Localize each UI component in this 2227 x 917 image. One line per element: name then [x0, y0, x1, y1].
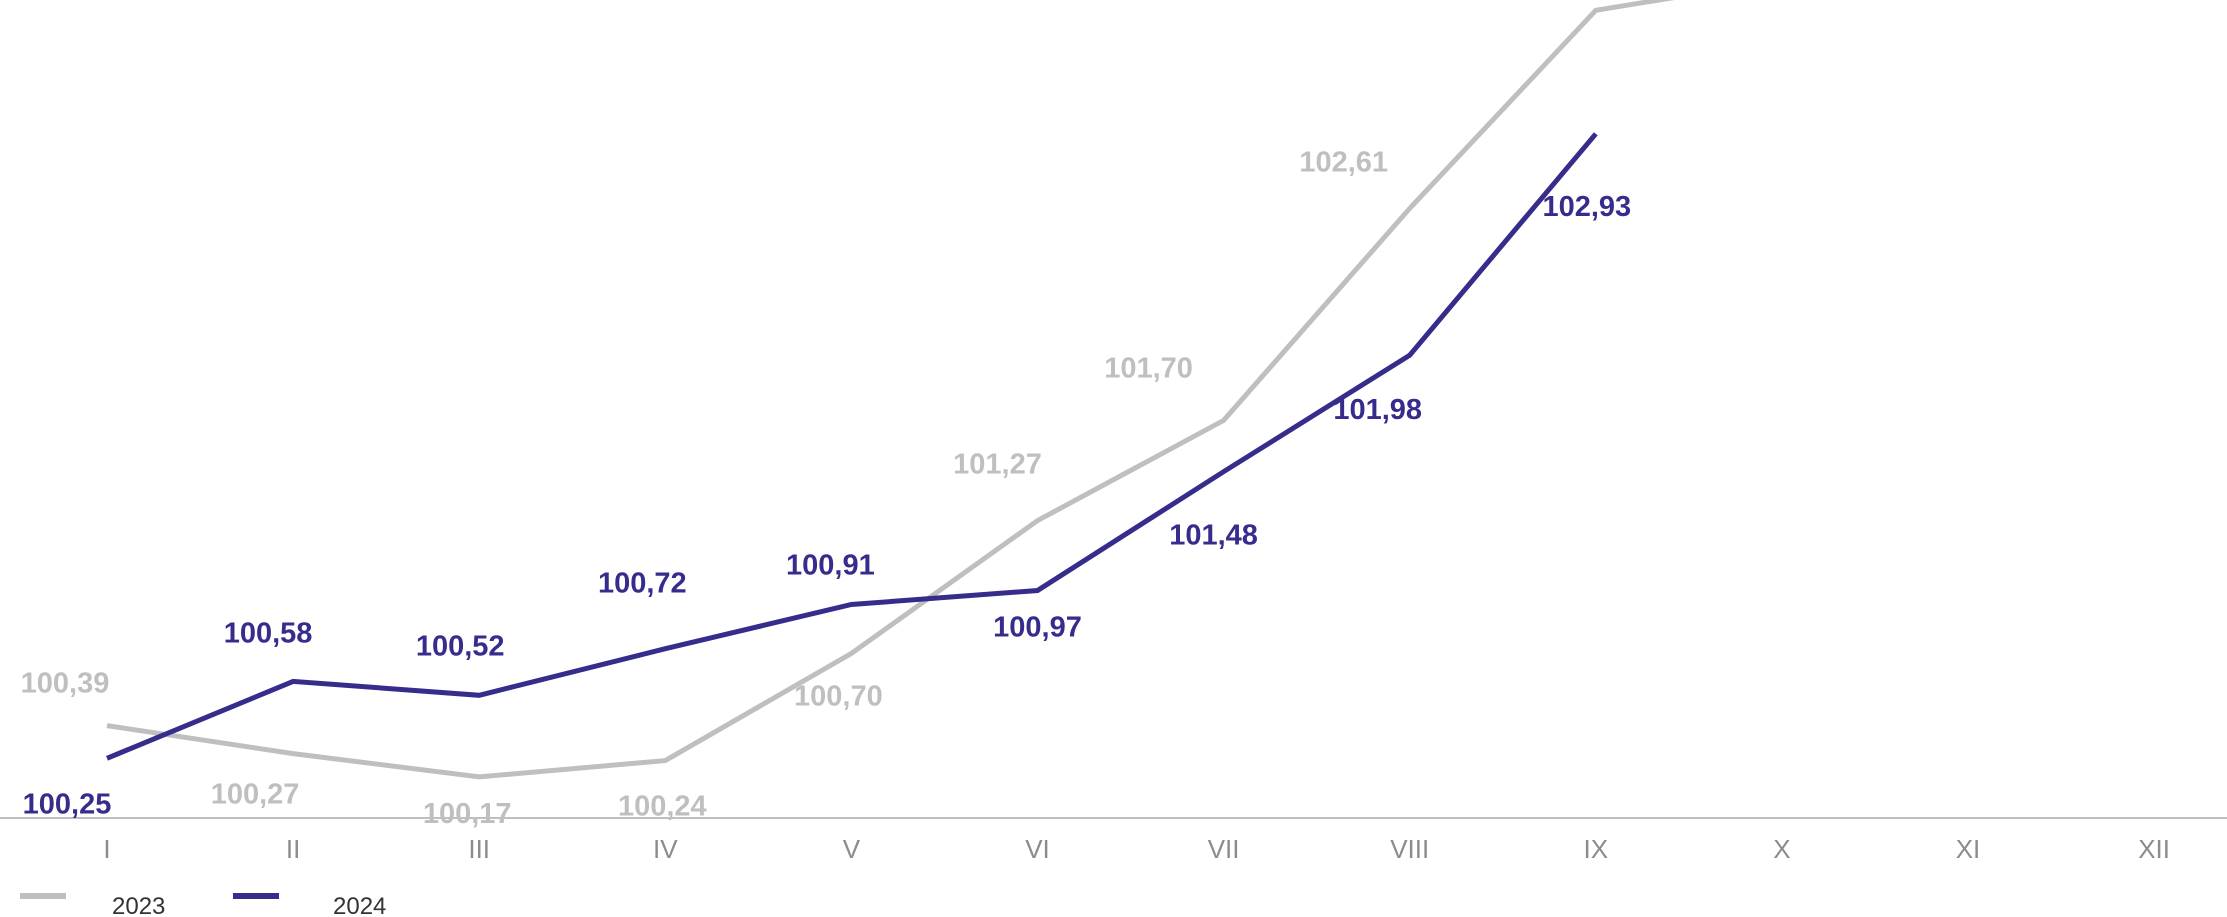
- data-label-2024-I: 100,25: [23, 788, 112, 820]
- x-tick-label-XI: XI: [1956, 834, 1981, 864]
- legend-label-2024: 2024: [333, 893, 386, 917]
- data-label-2024-IX: 102,93: [1542, 191, 1631, 223]
- data-label-2023-II: 100,27: [211, 779, 300, 811]
- series-lines: [106, 0, 1675, 780]
- legend: 2023 2024: [20, 893, 386, 917]
- x-tick-label-VII: VII: [1208, 834, 1240, 864]
- legend-label-2023: 2023: [112, 893, 165, 917]
- data-label-2023-VII: 101,70: [1104, 352, 1193, 384]
- data-label-2023-III: 100,17: [423, 798, 512, 830]
- x-tick-label-VI: VI: [1025, 834, 1050, 864]
- data-label-2024-V: 100,91: [786, 550, 875, 582]
- x-tick-label-IX: IX: [1584, 834, 1609, 864]
- data-label-2023-I: 100,39: [21, 668, 110, 700]
- data-label-2023-IV: 100,24: [618, 791, 707, 823]
- data-label-2024-VIII: 101,98: [1333, 394, 1422, 426]
- data-labels: 100,39 100,27 100,17 100,24 100,70 101,27 101,…: [21, 146, 1632, 830]
- x-tick-label-X: X: [1773, 834, 1790, 864]
- x-axis-tick-labels: I II III IV V VI VII VIII IX X XI XII: [103, 834, 2170, 864]
- x-tick-label-III: III: [468, 834, 490, 864]
- data-label-2023-VI: 101,27: [953, 449, 1042, 481]
- data-label-2024-III: 100,52: [416, 630, 505, 662]
- data-label-2024-VII: 101,48: [1169, 520, 1258, 552]
- data-label-2023-V: 100,70: [794, 680, 883, 712]
- x-tick-label-IV: IV: [653, 834, 678, 864]
- series-line-2023: [106, 0, 1675, 780]
- x-tick-label-VIII: VIII: [1390, 834, 1429, 864]
- data-label-2024-VI: 100,97: [993, 612, 1082, 644]
- x-tick-label-XII: XII: [2138, 834, 2170, 864]
- x-tick-label-II: II: [286, 834, 300, 864]
- data-label-2024-II: 100,58: [224, 617, 313, 649]
- x-tick-label-V: V: [843, 834, 861, 864]
- data-label-2023-VIII: 102,61: [1299, 146, 1388, 178]
- data-label-2024-IV: 100,72: [598, 568, 687, 600]
- x-tick-label-I: I: [103, 834, 110, 864]
- series-line-2024: [106, 132, 1598, 761]
